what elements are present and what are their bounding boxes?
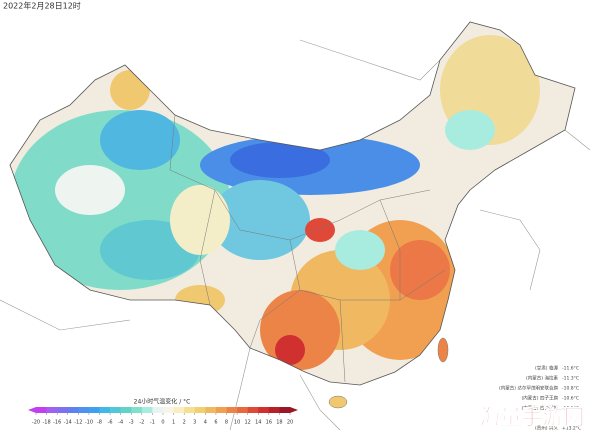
colorbar-tick-label: -16	[53, 420, 61, 426]
hainan	[328, 395, 348, 409]
colorbar-cell	[247, 407, 259, 413]
colorbar-cell	[57, 407, 69, 413]
colorbar-tick-label: 2	[183, 420, 186, 426]
colorbar-cell	[36, 407, 47, 413]
colorbar-cell	[110, 407, 121, 413]
colorbar-tick-label: 6	[214, 420, 217, 426]
colorbar-tick-label: 10	[234, 420, 240, 426]
station-value: -10.6°C	[562, 396, 579, 402]
colorbar-cell	[99, 407, 111, 413]
colorbar-cell	[205, 407, 217, 413]
station-name: (内蒙古) 四子王旗	[522, 395, 559, 402]
colorbar-tick-label: -6	[108, 420, 113, 426]
colorbar-cell	[67, 407, 79, 413]
colorbar-cell	[184, 407, 196, 413]
colorbar-tick-label: -10	[85, 420, 93, 426]
colorbar-cell	[88, 407, 100, 413]
station-name: (内蒙古) 达尔罕茂明安联合旗	[499, 385, 558, 392]
legend-title: 24小时气温变化 / °C	[134, 398, 191, 406]
colorbar-arrow-left	[28, 407, 36, 413]
province-borders	[9, 21, 576, 386]
station-value: -11.3°C	[562, 376, 579, 382]
colorbar-tick-label: -18	[42, 420, 50, 426]
colorbar-tick-label: 8	[225, 420, 228, 426]
colorbar-tick-label: -2	[139, 420, 144, 426]
watermark: 海量手游网	[480, 405, 585, 429]
colorbar-tick-label: 18	[276, 420, 282, 426]
station-value: -10.5°C	[562, 406, 579, 412]
colorbar-tick-label: 20	[287, 420, 293, 426]
map-title: 2022年2月28日12时	[3, 1, 81, 11]
colorbar-tick-label: 0	[161, 420, 164, 426]
station-value: -11.6°C	[562, 366, 579, 372]
colorbar-cell	[173, 407, 185, 413]
colorbar-cell	[131, 407, 143, 413]
neighbor-borders	[0, 39, 591, 431]
colorbar-cell	[78, 407, 90, 413]
colorbar-tick-label: 16	[266, 420, 272, 426]
colorbar-tick-label: -1	[150, 420, 155, 426]
colorbar-cell	[46, 407, 58, 413]
colorbar-tick-label: -8	[97, 420, 102, 426]
colorbar-tick-label: -14	[64, 420, 72, 426]
station-list: (甘肃) 临潭 -11.6°C (内蒙古) 海拉素 -11.3°C (内蒙古) 达尔罕茂…	[499, 365, 581, 432]
station-value: +13.2°C	[562, 426, 581, 432]
colorbar-tick-label: 1	[172, 420, 175, 426]
colorbar-tick-label: 12	[244, 420, 250, 426]
colorbar-cell	[194, 407, 206, 413]
colorbar-tick-label: -12	[74, 420, 82, 426]
station-name: (内蒙古) 白云鄂博	[522, 405, 559, 412]
colorbar-cell	[237, 407, 248, 413]
colorbar-tick-label: -3	[129, 420, 134, 426]
station-name: (甘肃) 临潭	[535, 365, 558, 372]
colorbar-tick-label: -4	[118, 420, 123, 426]
colorbar-cell	[163, 407, 174, 413]
colorbar-cell	[120, 407, 132, 413]
colorbar-tick-label: 4	[204, 420, 207, 426]
colorbar-cell	[215, 407, 227, 413]
colorbar-tick-label: -20	[32, 420, 40, 426]
station-name: (贵州) 兴义	[535, 425, 558, 432]
colorbar-cell	[152, 407, 164, 413]
colorbar-tick-label: 14	[255, 420, 261, 426]
taiwan	[437, 337, 449, 363]
station-name: (内蒙古) 海拉素	[526, 375, 558, 382]
colorbar-cell	[279, 407, 291, 413]
station-value: -10.8°C	[562, 386, 579, 392]
colorbar-cell	[268, 407, 280, 413]
colorbar-cell	[258, 407, 270, 413]
colorbar: -20 -18 -16 -14 -12 -10 -8 -6 -4 -3 -2 -1 0 1 2 3 4 6 8 10 1…	[28, 407, 298, 426]
colorbar-cell	[226, 407, 238, 413]
colorbar-cell	[141, 407, 153, 413]
colorbar-arrow-right	[290, 407, 298, 413]
colorbar-tick-label: 3	[193, 420, 196, 426]
